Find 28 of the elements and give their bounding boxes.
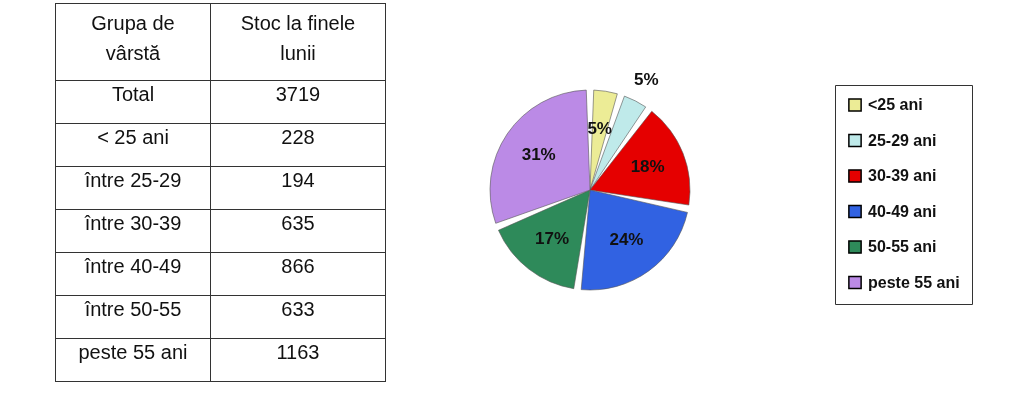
data-label: 228 (210, 123, 386, 167)
data-label: 17% (534, 228, 570, 248)
category-label: Total (55, 80, 211, 124)
legend-label: 25-29 ani (868, 131, 937, 149)
data-label: 5% (587, 118, 612, 138)
data-label: 31% (521, 145, 556, 165)
data-label: 1163 (210, 338, 386, 382)
data-label: 194 (210, 166, 386, 210)
legend-label: <25 ani (868, 96, 923, 113)
data-label: 3719 (210, 80, 386, 124)
category-label: < 25 ani (55, 123, 211, 167)
legend-label: peste 55 ani (868, 273, 960, 291)
data-label: 18% (630, 157, 665, 177)
data-label: 635 (210, 209, 386, 253)
legend-label: 40-49 ani (868, 202, 937, 220)
text: Grupa de vârstă (55, 3, 211, 81)
text: Stoc la finele lunii (210, 3, 386, 81)
category-label: între 50-55 (55, 295, 211, 339)
category-label: între 25-29 (55, 166, 211, 210)
category-label: peste 55 ani (55, 338, 211, 382)
data-label: 5% (634, 69, 659, 89)
category-label: între 40-49 (55, 252, 211, 296)
data-label: 633 (210, 295, 386, 339)
legend-label: 50-55 ani (868, 238, 937, 255)
data-label: 866 (210, 252, 386, 296)
legend-label: 30-39 ani (868, 167, 937, 184)
data-label: 24% (609, 230, 644, 250)
category-label: între 30-39 (55, 209, 211, 253)
